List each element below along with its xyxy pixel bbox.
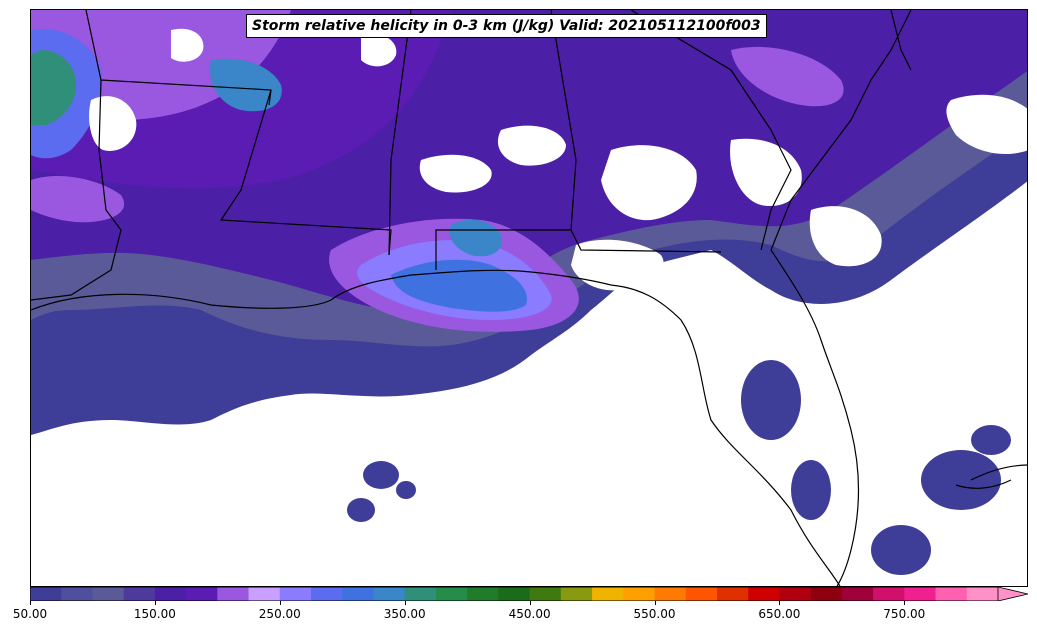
tick-mark	[154, 601, 156, 605]
colorbar-segment	[435, 587, 468, 601]
tick-label: 550.00	[633, 607, 676, 621]
colorbar-segment	[154, 587, 187, 601]
colorbar-segment	[30, 587, 62, 601]
tick-label: 50.00	[12, 607, 48, 621]
colorbar-segment	[311, 587, 343, 601]
colorbar-segment	[248, 587, 281, 601]
tick-mark	[654, 601, 656, 605]
colorbar-segment	[186, 587, 218, 601]
colorbar-segment	[467, 587, 499, 601]
colorbar-segment	[373, 587, 406, 601]
colorbar-segment	[873, 587, 905, 601]
colorbar	[30, 587, 1028, 601]
tick-label: 750.00	[883, 607, 926, 621]
colorbar-extend-arrow	[997, 587, 1028, 601]
colorbar-segment	[716, 587, 749, 601]
tick-label: 250.00	[258, 607, 301, 621]
tick-label: 650.00	[758, 607, 801, 621]
map-title: Storm relative helicity in 0-3 km (J/kg)…	[246, 14, 767, 38]
map-panel	[30, 9, 1028, 587]
colorbar-ticks: 50.00 150.00 250.00 350.00 450.00 550.00 650.0…	[0, 601, 1037, 631]
colorbar-segment	[404, 587, 437, 601]
colorbar-segment	[217, 587, 250, 601]
colorbar-segment	[966, 587, 999, 601]
tick-mark	[30, 601, 31, 605]
colorbar-segment	[123, 587, 156, 601]
colorbar-segment	[279, 587, 312, 601]
colorbar-segment	[841, 587, 874, 601]
tick-mark	[279, 601, 281, 605]
colorbar-segment	[560, 587, 593, 601]
colorbar-segment	[935, 587, 968, 601]
colorbar-segment	[592, 587, 624, 601]
colorbar-segment	[529, 587, 562, 601]
tick-label: 450.00	[508, 607, 551, 621]
helicity-map	[31, 10, 1027, 586]
colorbar-segment	[342, 587, 374, 601]
tick-mark	[904, 601, 906, 605]
isolated-cells	[347, 360, 1011, 575]
tick-label: 150.00	[133, 607, 176, 621]
tick-mark	[529, 601, 531, 605]
colorbar-segment	[685, 587, 718, 601]
colorbar-segment	[654, 587, 687, 601]
colorbar-segment	[61, 587, 93, 601]
helicity-field	[31, 10, 1027, 435]
colorbar-segment	[748, 587, 780, 601]
tick-mark	[779, 601, 781, 605]
colorbar-segment	[904, 587, 937, 601]
political-boundaries	[31, 10, 1027, 586]
tick-mark	[404, 601, 406, 605]
colorbar-segment	[623, 587, 656, 601]
colorbar-segment	[810, 587, 843, 601]
colorbar-segment	[779, 587, 812, 601]
colorbar-segment	[92, 587, 125, 601]
tick-label: 350.00	[383, 607, 426, 621]
colorbar-segment	[498, 587, 531, 601]
